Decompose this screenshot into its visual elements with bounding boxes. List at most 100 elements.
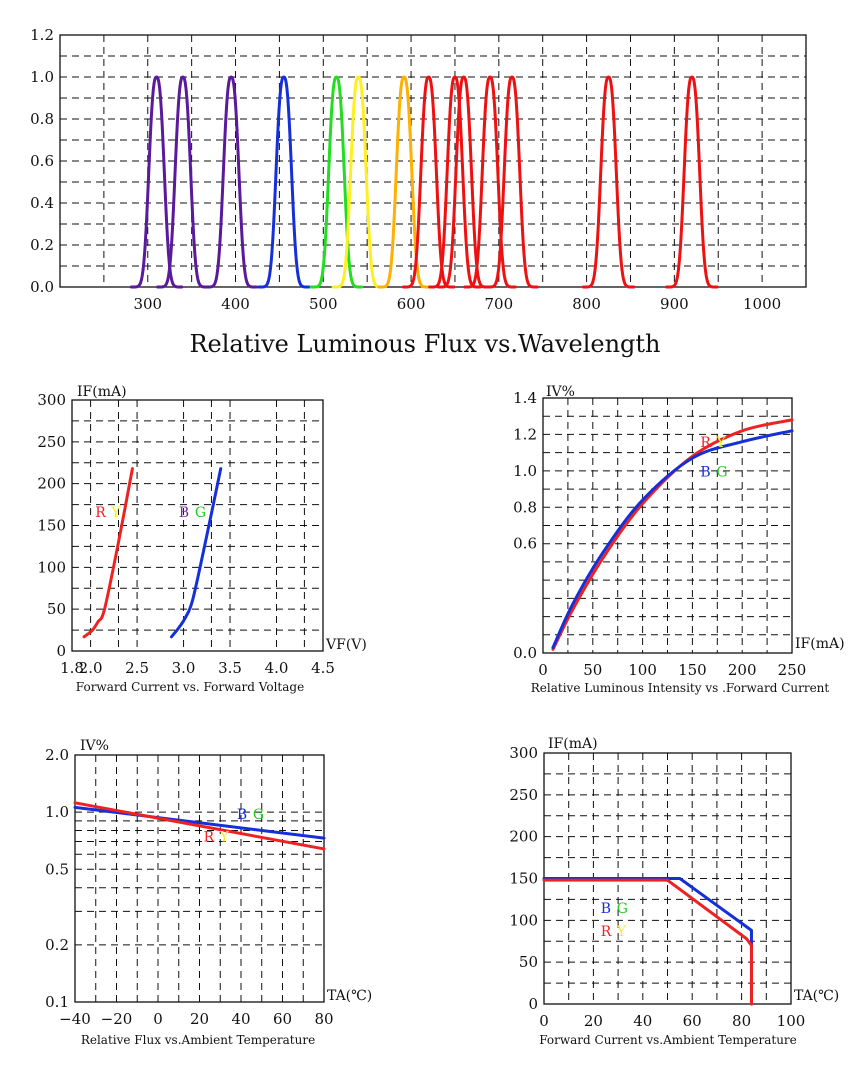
x-axis-label: TA(℃) [794,988,839,1004]
spectrum-peak-540 [331,75,386,289]
legend-letter: Y [715,435,726,451]
x-tick-label: 1.8 [60,659,84,677]
series-line-b-g [542,877,753,1006]
spectrum-peak-515 [309,75,364,289]
series-line-b-g [169,467,223,639]
y-tick-label: 300 [509,744,538,762]
y-tick-label: 0.2 [30,236,54,254]
y-tick-label: 150 [509,870,538,888]
x-tick-label: 250 [778,661,807,679]
y-tick-label: 0.0 [30,278,54,296]
plot-frame [71,399,324,652]
series-line-r-y [73,801,326,851]
x-tick-label: 400 [221,295,250,313]
chart-title: Relative Luminous Flux vs.Wavelength [189,330,660,358]
x-tick-label: 40 [633,1012,652,1030]
chart-title: Relative Luminous Intensity vs .Forward … [531,681,830,695]
y-tick-label: 300 [37,391,66,409]
series-line-b-g [73,805,326,840]
y-tick-label: 0.6 [30,152,54,170]
y-tick-label: 1.0 [45,803,69,821]
y-tick-label: 50 [47,600,66,618]
series-line-r-y [82,467,134,639]
y-axis-label: IF(mA) [548,736,598,752]
chart-flux-vs-temperature: −40 −20 0 20 40 60 80 0.1 0.2 0.5 1.0 2.0 B G R Y IV% TA(… [45,738,372,1047]
x-tick-label: 600 [397,295,426,313]
y-tick-label: 200 [509,828,538,846]
series-line-r-y [542,878,753,1006]
y-tick-label: 0.5 [45,860,69,878]
x-tick-label: 800 [572,295,601,313]
plot-frame [542,397,793,654]
y-tick-label: 250 [37,433,66,451]
x-tick-label: 2.0 [79,659,103,677]
spectrum-peak-310 [129,75,184,289]
y-tick-label: 0.0 [513,644,537,662]
legend-letter: R [204,830,215,846]
spectrum-peak-660 [436,75,491,289]
y-axis-label: IF(mA) [77,384,127,400]
legend-letter: G [195,505,206,521]
y-tick-label: 150 [37,517,66,535]
spectrum-peak-920 [665,75,719,289]
chart-title: Relative Flux vs.Ambient Temperature [81,1033,315,1047]
legend-letter: G [253,807,264,823]
plot-frame [74,754,325,1003]
spectrum-peak-825 [581,75,636,289]
y-tick-label: 1.2 [513,425,537,443]
x-tick-label: 0 [153,1010,163,1028]
x-tick-label: 80 [314,1010,333,1028]
y-tick-label: 0.8 [513,498,537,516]
chart-flux-vs-wavelength: 300 400 500 600 700 800 900 1000 0.0 0.2 0.4 0.6 0.8… [30,26,807,358]
y-tick-label: 2.0 [45,746,69,764]
y-tick-label: 1.4 [513,389,537,407]
spectrum-peak-690 [463,75,517,289]
chart-current-vs-temperature: 0 20 40 60 80 100 0 50 100 150 200 250 300 B GR Y IF(mA)… [509,736,839,1047]
spectrum-peak-340 [156,75,210,289]
y-tick-label: 1.2 [30,26,54,44]
y-tick-label: 0.1 [45,993,69,1011]
x-tick-label: −40 [59,1010,91,1028]
y-tick-label: 0.4 [30,194,54,212]
x-tick-label: 4.0 [265,659,289,677]
y-axis-label: IV% [80,738,109,754]
y-tick-label: 0.2 [45,936,69,954]
x-tick-label: 200 [728,661,757,679]
legend-letter: R [601,924,612,940]
x-tick-label: 100 [628,661,657,679]
y-tick-label: 250 [509,786,538,804]
x-tick-label: 60 [273,1010,292,1028]
y-tick-label: 1.0 [513,462,537,480]
x-tick-label: 20 [584,1012,603,1030]
spectrum-peak-455 [257,75,311,289]
spectrum-peak-395 [204,75,258,289]
x-tick-label: 0 [539,1012,549,1030]
x-tick-label: 150 [678,661,707,679]
legend-letter: Y [616,924,627,940]
x-tick-label: 300 [133,295,162,313]
legend-letter: B [179,505,189,521]
legend-letter: Y [110,505,121,521]
x-tick-label: 700 [485,295,514,313]
legend-letter: G [716,464,727,480]
x-tick-label: 500 [309,295,338,313]
x-tick-label: 3.0 [172,659,196,677]
chart-luminous-intensity-vs-current: 0 50 100 150 200 250 0.0 0.6 0.8 1.0 1.2 1.4 R YB G IV%… [513,384,844,695]
legend-letter: R [700,435,711,451]
legend-letter: R [95,505,106,521]
series-line-r-y [551,418,794,651]
legend-letter: B [700,464,710,480]
x-tick-label: −20 [101,1010,133,1028]
y-tick-label: 100 [37,558,66,576]
x-tick-label: 40 [231,1010,250,1028]
x-tick-label: 20 [190,1010,209,1028]
x-tick-label: 4.5 [311,659,335,677]
x-tick-label: 0 [538,661,548,679]
x-tick-label: 3.5 [218,659,242,677]
x-axis-label: TA(℃) [327,988,372,1004]
x-tick-label: 80 [732,1012,751,1030]
y-tick-label: 100 [509,911,538,929]
y-tick-label: 50 [519,953,538,971]
x-tick-label: 100 [777,1012,806,1030]
